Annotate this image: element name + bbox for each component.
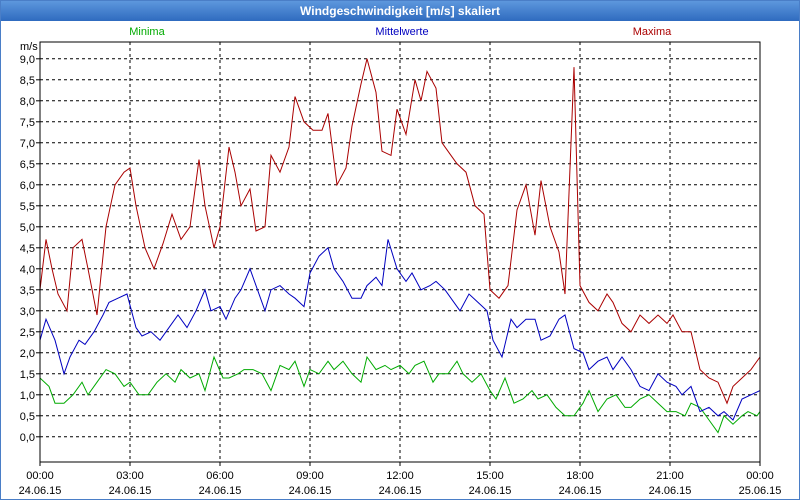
y-tick-label: 1,5 bbox=[20, 369, 35, 381]
y-tick-label: 6,0 bbox=[20, 180, 35, 192]
y-tick-label: 4,5 bbox=[20, 243, 35, 255]
x-tick-time: 00:00 bbox=[26, 470, 54, 482]
series-line-mittelwerte bbox=[39, 239, 761, 421]
x-tick-time: 15:00 bbox=[476, 470, 504, 482]
y-axis: 0,0 0,5 1,0 1,5 2,0 2,5 3,0 3,5 4,0 4,5 5,0 5,5 6,0 6… bbox=[20, 54, 40, 444]
legend-minima: Minima bbox=[129, 26, 165, 38]
y-tick-label: 0,0 bbox=[20, 432, 35, 444]
y-tick-label: 3,0 bbox=[20, 306, 35, 318]
y-tick-label: 3,5 bbox=[20, 285, 35, 297]
y-tick-label: 4,0 bbox=[20, 264, 35, 276]
legend-mittelwerte: Mittelwerte bbox=[375, 26, 428, 38]
x-tick-date: 24.06.15 bbox=[19, 485, 62, 497]
y-tick-label: 5,5 bbox=[20, 201, 35, 213]
y-tick-label: 8,5 bbox=[20, 75, 35, 87]
grid bbox=[40, 42, 760, 462]
y-tick-label: 7,5 bbox=[20, 117, 35, 129]
y-tick-label: 2,5 bbox=[20, 327, 35, 339]
x-tick-date: 24.06.15 bbox=[649, 485, 692, 497]
x-axis: 00:00 24.06.15 03:00 24.06.15 06:00 24.06.15 0… bbox=[19, 462, 782, 497]
y-tick-label: 2,0 bbox=[20, 348, 35, 360]
x-tick-time: 09:00 bbox=[296, 470, 324, 482]
x-tick-time: 00:00 bbox=[746, 470, 774, 482]
x-tick-time: 03:00 bbox=[116, 470, 144, 482]
x-tick-date: 24.06.15 bbox=[289, 485, 332, 497]
y-tick-label: 9,0 bbox=[20, 54, 35, 66]
x-tick-date: 24.06.15 bbox=[469, 485, 512, 497]
x-tick-date: 24.06.15 bbox=[109, 485, 152, 497]
window-title: Windgeschwindigkeit [m/s] skaliert bbox=[1, 1, 799, 21]
x-tick-date: 24.06.15 bbox=[379, 485, 422, 497]
x-tick-time: 18:00 bbox=[566, 470, 594, 482]
y-tick-label: 1,0 bbox=[20, 390, 35, 402]
x-tick-date: 24.06.15 bbox=[559, 485, 602, 497]
legend-maxima: Maxima bbox=[633, 26, 672, 38]
y-tick-label: 0,5 bbox=[20, 411, 35, 423]
x-tick-date: 25.06.15 bbox=[739, 485, 782, 497]
y-tick-label: 8,0 bbox=[20, 96, 35, 108]
x-tick-time: 12:00 bbox=[386, 470, 414, 482]
y-tick-label: 7,0 bbox=[20, 138, 35, 150]
x-tick-time: 06:00 bbox=[206, 470, 234, 482]
series-line-maxima bbox=[39, 58, 761, 405]
series-line-minima bbox=[39, 355, 761, 434]
y-axis-unit-label: m/s bbox=[20, 41, 38, 53]
y-tick-label: 6,5 bbox=[20, 159, 35, 171]
y-tick-label: 5,0 bbox=[20, 222, 35, 234]
series-lines bbox=[39, 58, 761, 434]
x-tick-date: 24.06.15 bbox=[199, 485, 242, 497]
x-tick-time: 21:00 bbox=[656, 470, 684, 482]
